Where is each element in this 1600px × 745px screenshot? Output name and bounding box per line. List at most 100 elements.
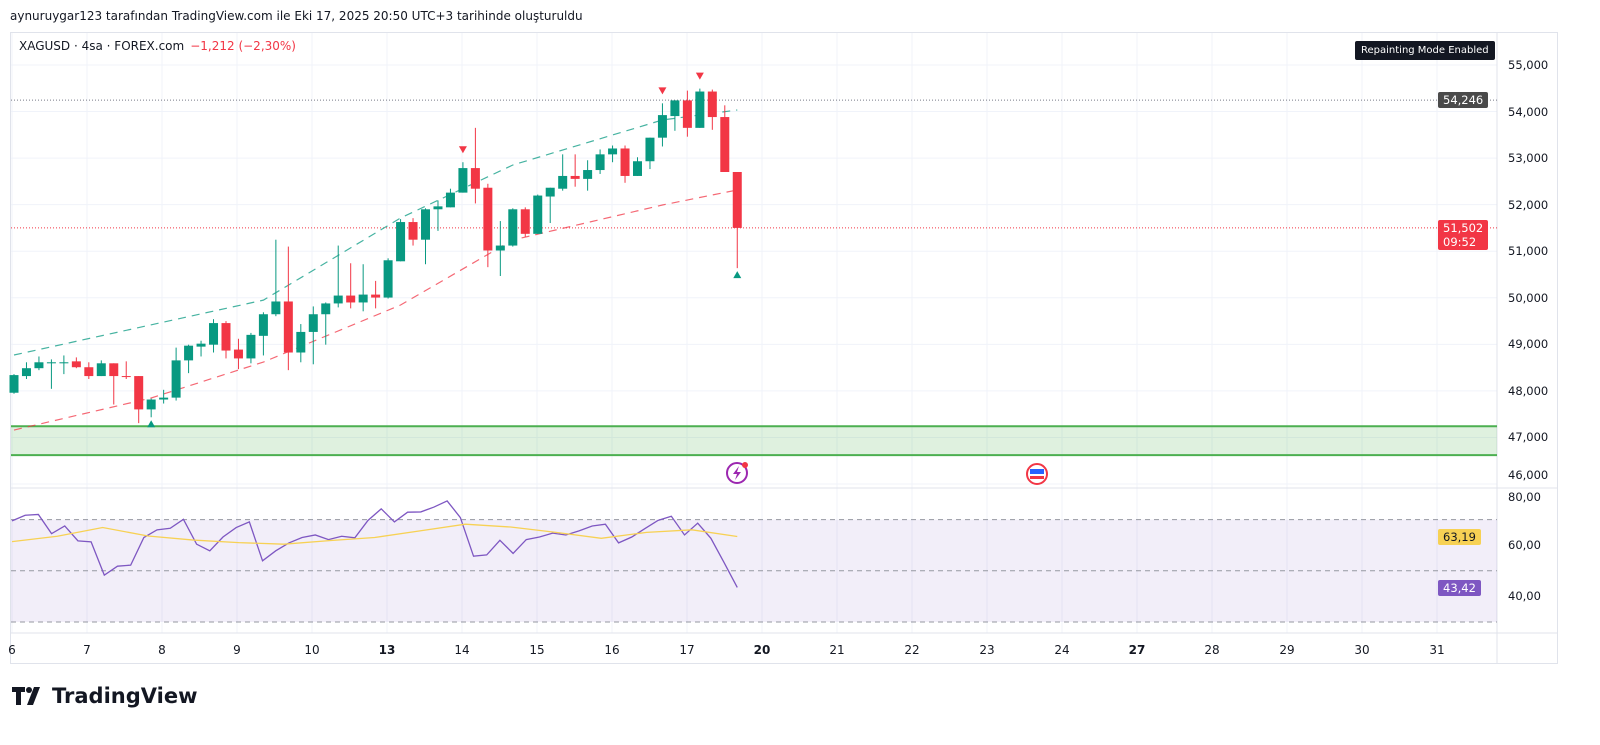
x-tick-label: 7	[83, 643, 91, 657]
candle-down	[84, 367, 94, 377]
candle-up	[21, 368, 31, 377]
last-price-value: 51,502	[1443, 220, 1484, 235]
candle-up	[296, 331, 306, 353]
us-flag-stripe	[1030, 476, 1044, 479]
candle-up	[445, 192, 455, 208]
candle-up	[184, 345, 194, 361]
candle-up	[9, 375, 19, 393]
candle-up	[396, 222, 406, 262]
x-tick-label: 8	[158, 643, 166, 657]
candle-up	[608, 148, 618, 155]
candle-down	[732, 171, 742, 228]
repainting-badge: Repainting Mode Enabled	[1355, 41, 1495, 60]
candle-up	[209, 323, 219, 345]
buy-signal-icon	[733, 271, 742, 279]
candle-up	[321, 303, 331, 315]
x-tick-label: 13	[378, 643, 396, 657]
tradingview-logo[interactable]: TradingView	[12, 684, 197, 708]
support-zone	[11, 426, 1497, 456]
rsi-tick-label: 40,00	[1508, 589, 1541, 604]
candle-up	[171, 360, 181, 398]
candle-down	[707, 91, 717, 118]
x-tick-label: 29	[1279, 643, 1295, 657]
lightning-icon	[733, 466, 741, 480]
candle-up	[545, 187, 555, 197]
candle-down	[620, 148, 630, 176]
upper-channel-line	[13, 109, 738, 356]
candle-down	[570, 175, 580, 179]
buy-signal-icon	[147, 420, 156, 428]
x-tick-label: 20	[753, 643, 771, 657]
x-tick-label: 9	[233, 643, 241, 657]
candle-down	[134, 376, 144, 410]
tradingview-logo-icon	[12, 687, 40, 705]
candle-up	[583, 170, 593, 179]
price-tick-label: 55,000	[1508, 58, 1549, 72]
candle-up	[383, 260, 393, 298]
candle-up	[421, 209, 431, 240]
symbol-legend[interactable]: XAGUSD · 4sa · FOREX.com −1,212 (−2,30%)	[19, 39, 296, 53]
price-tick-label: 54,000	[1508, 104, 1549, 119]
candle-up	[258, 314, 268, 336]
x-tick-label: 23	[979, 643, 995, 657]
last-price-tag: 51,502 09:52	[1438, 219, 1489, 250]
candle-down	[233, 349, 243, 359]
x-tick-label: 10	[304, 643, 320, 657]
rsi-ma-line	[11, 523, 738, 545]
candle-up	[533, 195, 543, 234]
x-tick-label: 15	[529, 643, 545, 657]
candle-up	[333, 295, 343, 304]
symbol-info: XAGUSD · 4sa · FOREX.com	[19, 39, 185, 53]
rsi-value-tag: 43,42	[1438, 579, 1481, 596]
candle-down	[470, 168, 480, 189]
sell-signal-icon	[458, 146, 467, 154]
candle-up	[595, 154, 605, 171]
x-tick-label: 30	[1354, 643, 1370, 657]
price-tick-label: 49,000	[1508, 337, 1549, 352]
price-tick-label: 48,000	[1508, 383, 1549, 398]
candle-up	[508, 209, 518, 246]
x-tick-label: 17	[679, 643, 695, 657]
price-tick-label: 53,000	[1508, 151, 1549, 166]
x-tick-label: 14	[454, 643, 470, 657]
candle-up	[146, 399, 156, 410]
candle-up	[196, 343, 206, 347]
x-tick-label: 27	[1128, 643, 1146, 657]
candle-up	[657, 115, 667, 138]
x-tick-label: 21	[829, 643, 845, 657]
rsi-tick-label: 60,00	[1508, 538, 1541, 553]
price-tick-label: 52,000	[1508, 197, 1549, 212]
price-tick-label: 47,000	[1508, 430, 1549, 445]
candle-up	[433, 206, 443, 210]
price-tick-label: 46,000	[1508, 468, 1549, 482]
x-tick-label: 31	[1429, 643, 1445, 657]
x-tick-label: 22	[904, 643, 920, 657]
candle-down	[720, 117, 730, 172]
candle-up	[645, 137, 655, 162]
chart-frame[interactable]	[10, 32, 1558, 664]
candle-up	[246, 334, 256, 359]
sell-signal-icon	[695, 72, 704, 80]
candle-down	[283, 301, 293, 353]
candle-up	[495, 245, 505, 251]
x-tick-label: 24	[1054, 643, 1070, 657]
x-tick-label: 16	[604, 643, 620, 657]
candle-up	[670, 100, 680, 117]
candle-down	[371, 294, 381, 298]
candle-down	[109, 363, 119, 377]
candle-down	[682, 100, 692, 128]
candle-up	[458, 168, 468, 193]
candle-up	[633, 161, 642, 176]
candle-up	[96, 363, 106, 377]
price-change: −1,212 (−2,30%)	[190, 39, 296, 53]
candle-up	[271, 301, 281, 315]
x-tick-label: 28	[1204, 643, 1220, 657]
candle-down	[221, 323, 231, 351]
candle-down	[71, 361, 81, 368]
notification-dot-icon	[742, 462, 748, 468]
price-tick-label: 50,000	[1508, 290, 1549, 305]
candle-up	[308, 314, 318, 332]
candle-up	[358, 294, 368, 303]
x-tick-label: 6	[8, 643, 16, 657]
